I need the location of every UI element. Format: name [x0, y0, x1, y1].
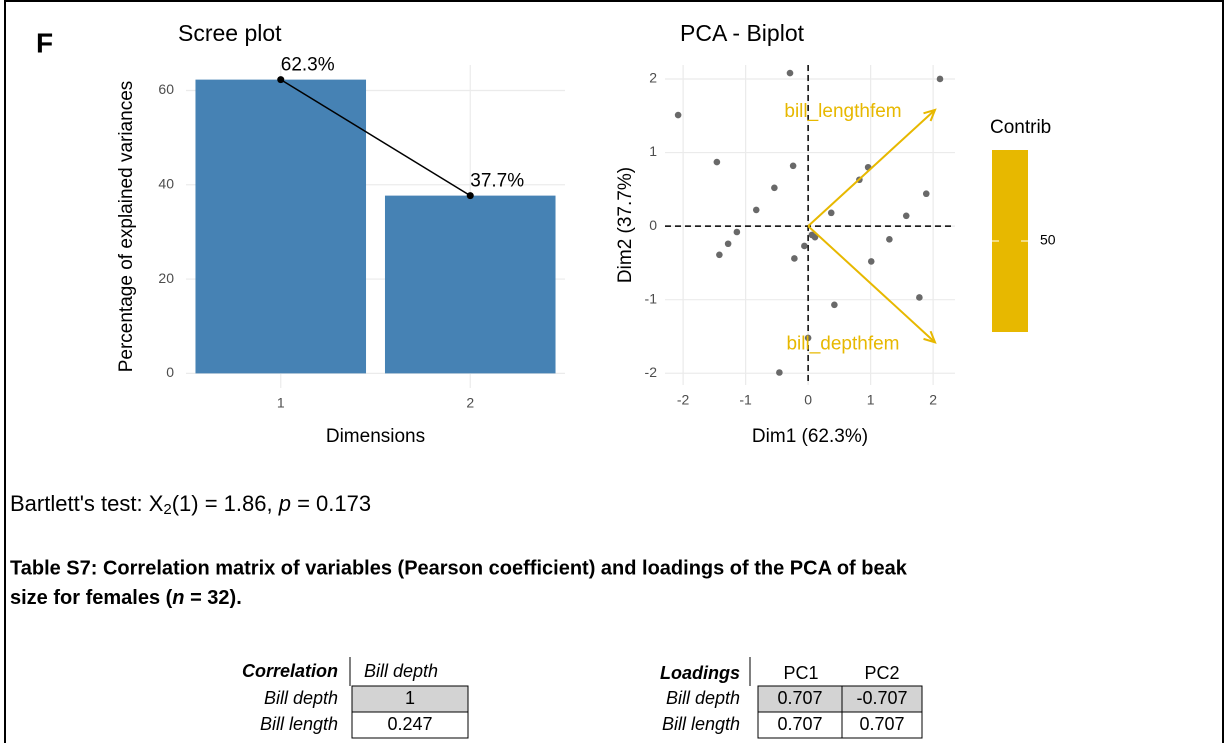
point: [808, 231, 816, 239]
cell-value: 0.707: [859, 714, 904, 734]
text: size for females (: [10, 587, 173, 609]
point: [786, 69, 794, 77]
y-tick-label: 60: [158, 81, 174, 97]
table-cell: [841, 711, 923, 739]
y-tick-label: 0: [166, 364, 174, 380]
row-label: Bill depth: [666, 688, 740, 708]
row-label: Bill length: [662, 714, 740, 734]
cell-value: 1: [405, 688, 415, 708]
point: [789, 162, 797, 170]
y-tick-label: 20: [158, 270, 174, 286]
point: [827, 209, 835, 217]
y-tick-label: -2: [645, 364, 658, 380]
table-header: Correlation: [242, 661, 338, 681]
bar: [384, 195, 556, 374]
y-tick-label: 40: [158, 175, 174, 191]
row-label: Bill length: [260, 714, 338, 734]
text: = 32).: [185, 587, 242, 609]
y-tick-label: 0: [649, 217, 657, 233]
y-tick-label: 1: [649, 143, 657, 159]
arrow: [807, 225, 936, 344]
chart-title: PCA - Biplot: [680, 20, 805, 46]
text: n: [172, 587, 184, 609]
x-tick-label: 1: [867, 392, 875, 408]
point: [804, 334, 812, 342]
point: [724, 240, 732, 248]
y-axis-label: Dim2 (37.7%): [615, 167, 636, 283]
table-cell: [351, 685, 469, 713]
point: [713, 158, 721, 166]
line: [280, 78, 471, 197]
text: p: [278, 491, 291, 516]
table-cell: [841, 685, 923, 713]
y-tick-label: -1: [645, 290, 658, 306]
row-label: Bill depth: [264, 688, 338, 708]
bartlett-test: Bartlett's test: X2(1) = 1.86, p = 0.173: [10, 491, 371, 518]
x-axis-label: Dim1 (62.3%): [752, 426, 868, 447]
arrow-label: bill_lengthfem: [784, 101, 901, 122]
x-tick-label: 2: [466, 395, 474, 411]
point: [674, 111, 682, 119]
point: [902, 212, 910, 220]
x-tick-label: 0: [804, 392, 812, 408]
point: [922, 190, 930, 198]
caption-line: size for females (n = 32).: [10, 587, 242, 609]
point: [936, 75, 944, 83]
table-header: PC1: [783, 663, 818, 683]
text: (1) = 1.86,: [172, 491, 279, 516]
bar: [195, 79, 367, 374]
legend-title: Contrib: [990, 117, 1051, 138]
point: [466, 192, 474, 200]
point: [733, 228, 741, 236]
subscript: 2: [163, 501, 171, 518]
point: [716, 251, 723, 259]
table-cell: [351, 711, 469, 739]
cell-value: 0.707: [777, 688, 822, 708]
legend-tick-label: 50: [1040, 232, 1056, 248]
panel-label: F: [36, 27, 53, 58]
arrow: [807, 109, 936, 227]
y-axis-label: Percentage of explained variances: [116, 81, 137, 373]
y-tick-label: 2: [649, 70, 657, 86]
point: [886, 236, 893, 243]
table-cell: [757, 711, 843, 739]
table-cell: [757, 685, 843, 713]
x-tick-label: -1: [739, 392, 752, 408]
data-label: 37.7%: [470, 171, 524, 192]
point: [277, 76, 285, 84]
cell-value: 0.707: [777, 714, 822, 734]
arrow-head: [923, 108, 937, 122]
point: [776, 369, 783, 376]
table-header: Loadings: [660, 663, 740, 683]
x-axis-label: Dimensions: [326, 426, 425, 447]
arrow-label: bill_depthfem: [786, 333, 899, 354]
point: [801, 242, 808, 250]
point: [752, 206, 760, 214]
chart-title: Scree plot: [178, 20, 282, 46]
arrow-head: [923, 330, 937, 344]
x-tick-label: 2: [929, 392, 937, 408]
point: [831, 301, 838, 309]
table-header: Bill depth: [364, 661, 438, 681]
point: [867, 258, 875, 265]
table-header: PC2: [864, 663, 899, 683]
x-tick-label: -2: [677, 392, 690, 408]
cell-value: 0.247: [387, 714, 432, 734]
x-tick-label: 1: [277, 395, 285, 411]
caption-line: Table S7: Correlation matrix of variable…: [10, 557, 908, 579]
text: Bartlett's test: X: [10, 491, 164, 516]
point: [771, 184, 778, 192]
point: [916, 294, 923, 301]
point: [791, 255, 798, 262]
cell-value: -0.707: [856, 688, 907, 708]
data-label: 62.3%: [281, 55, 335, 76]
text: = 0.173: [291, 491, 371, 516]
